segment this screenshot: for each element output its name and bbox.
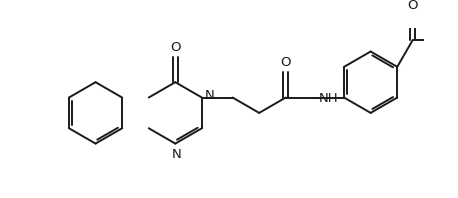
Text: O: O — [280, 56, 291, 69]
Text: N: N — [204, 89, 214, 102]
Text: O: O — [170, 41, 180, 54]
Text: N: N — [171, 148, 181, 161]
Text: NH: NH — [319, 92, 338, 105]
Text: O: O — [407, 0, 418, 12]
